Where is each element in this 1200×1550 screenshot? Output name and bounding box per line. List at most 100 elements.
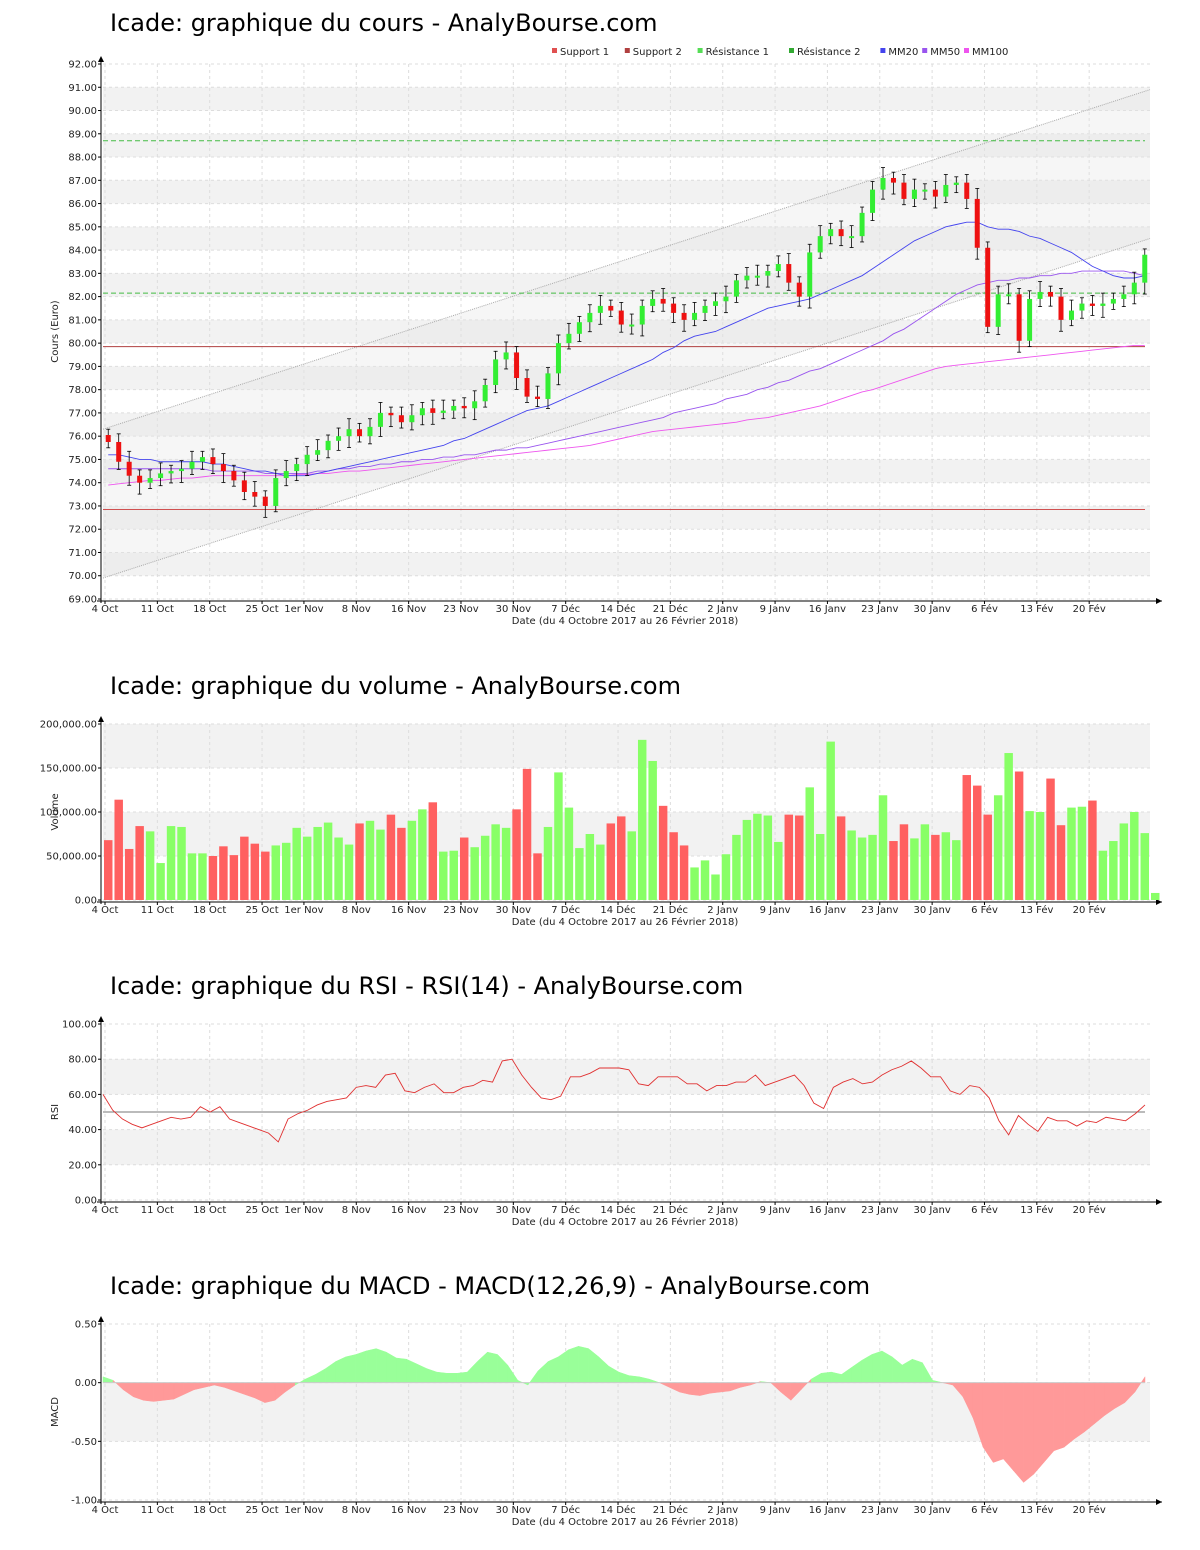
candle-body — [953, 182, 959, 185]
volume-bar — [166, 826, 176, 900]
candle-body — [733, 280, 739, 297]
macd-area-segment — [557, 1349, 569, 1383]
price-chart-panel: Icade: graphique du cours - AnalyBourse.… — [0, 0, 1200, 640]
candle-body — [220, 464, 226, 472]
y-tick-label: 0.00 — [75, 896, 97, 907]
volume-bar — [658, 805, 668, 900]
volume-bar — [742, 819, 752, 900]
x-tick-label: 11 Oct — [141, 604, 174, 615]
x-tick-label: 21 Déc — [653, 603, 688, 615]
macd-area-segment — [466, 1360, 478, 1383]
macd-area-segment — [1084, 1382, 1095, 1433]
volume-bar — [815, 834, 825, 900]
candle-body — [838, 229, 844, 237]
macd-area-segment — [689, 1382, 701, 1396]
volume-bar — [229, 855, 239, 900]
volume-bar — [397, 827, 406, 900]
volume-bar — [449, 850, 458, 900]
candle-body — [880, 177, 886, 190]
candle-body — [231, 471, 237, 481]
x-tick-label: 6 Fév — [971, 1504, 998, 1516]
candle-body — [126, 461, 132, 476]
candle-body — [409, 415, 415, 423]
macd-area-segment — [891, 1356, 903, 1383]
x-tick-label: 16 Janv — [809, 604, 846, 615]
y-tick-label: 88.00 — [68, 153, 97, 164]
macd-area-segment — [143, 1382, 154, 1402]
y-tick-label: 50,000.00 — [46, 852, 97, 863]
volume-bar — [1035, 812, 1045, 900]
volume-bar — [585, 834, 595, 900]
x-tick-label: 14 Déc — [600, 1504, 635, 1516]
volume-bar — [889, 841, 898, 900]
candle-body — [555, 343, 561, 374]
legend-swatch — [964, 48, 969, 53]
macd-area-segment — [851, 1359, 862, 1383]
macd-area-segment — [1053, 1382, 1065, 1452]
candle-body — [283, 471, 289, 479]
volume-bar — [145, 831, 155, 900]
y-tick-label: 20.00 — [68, 1160, 97, 1171]
macd-area-segment — [881, 1350, 893, 1383]
volume-bar — [292, 827, 301, 900]
y-tick-label: 0.00 — [75, 1378, 97, 1389]
grid-band — [103, 724, 1150, 768]
volume-bar — [208, 856, 218, 900]
candle-body — [262, 496, 268, 506]
volume-bar — [690, 867, 699, 900]
volume-bar — [575, 848, 584, 900]
candle-body — [901, 182, 907, 199]
legend-swatch — [880, 48, 886, 53]
volume-bar — [428, 802, 438, 900]
candle-body — [440, 410, 446, 413]
x-tick-label: 30 Nov — [496, 604, 532, 615]
candle-body — [1142, 254, 1148, 283]
macd-area-segment — [699, 1382, 711, 1396]
x-tick-label: 25 Oct — [245, 604, 278, 615]
volume-chart-title: Icade: graphique du volume - AnalyBourse… — [110, 672, 681, 700]
candle-body — [796, 282, 802, 297]
x-tick-label: 7 Déc — [551, 1504, 580, 1516]
volume-bar — [386, 814, 396, 900]
y-tick-label: -0.50 — [71, 1437, 97, 1448]
volume-bar — [606, 823, 616, 900]
macd-area-segment — [365, 1348, 377, 1383]
x-tick-label: 30 Janv — [914, 905, 951, 916]
volume-bar — [847, 830, 856, 900]
candle-body — [870, 189, 876, 213]
macd-area-segment — [649, 1378, 660, 1383]
x-tick-label: 21 Déc — [653, 1204, 688, 1216]
y-axis-arrow — [98, 56, 104, 62]
volume-bar — [459, 837, 469, 900]
x-tick-label: 2 Janv — [707, 1505, 738, 1516]
candle-body — [168, 471, 174, 474]
macd-area-segment — [1073, 1382, 1085, 1440]
grid-band — [103, 87, 1150, 111]
x-tick-label: 30 Janv — [914, 1205, 951, 1216]
volume-bar — [198, 853, 207, 900]
x-tick-label: 14 Déc — [600, 603, 635, 615]
volume-bar — [281, 842, 291, 900]
candle-body — [137, 475, 143, 483]
macd-area-segment — [821, 1371, 832, 1383]
x-tick-label: 23 Nov — [443, 1205, 479, 1216]
volume-bar — [564, 807, 574, 900]
volume-bar — [931, 834, 940, 900]
volume-bar — [920, 824, 930, 900]
volume-bar — [135, 826, 144, 900]
x-tick-label: 13 Fév — [1020, 1204, 1053, 1216]
grid-band — [103, 552, 1150, 576]
x-tick-label: 8 Nov — [342, 604, 371, 615]
candle-body — [629, 324, 635, 327]
legend-label: Support 2 — [633, 47, 682, 58]
macd-area-segment — [386, 1351, 397, 1383]
volume-chart-panel: Icade: graphique du volume - AnalyBourse… — [0, 660, 1200, 950]
candle-body — [1089, 303, 1095, 306]
volume-bar — [910, 838, 919, 900]
volume-bar — [522, 768, 532, 900]
channel-lower-line — [102, 237, 1151, 579]
candle-body — [775, 264, 781, 272]
macd-area-segment — [831, 1371, 842, 1383]
volume-bar — [1098, 850, 1108, 900]
macd-area-segment — [679, 1382, 691, 1395]
